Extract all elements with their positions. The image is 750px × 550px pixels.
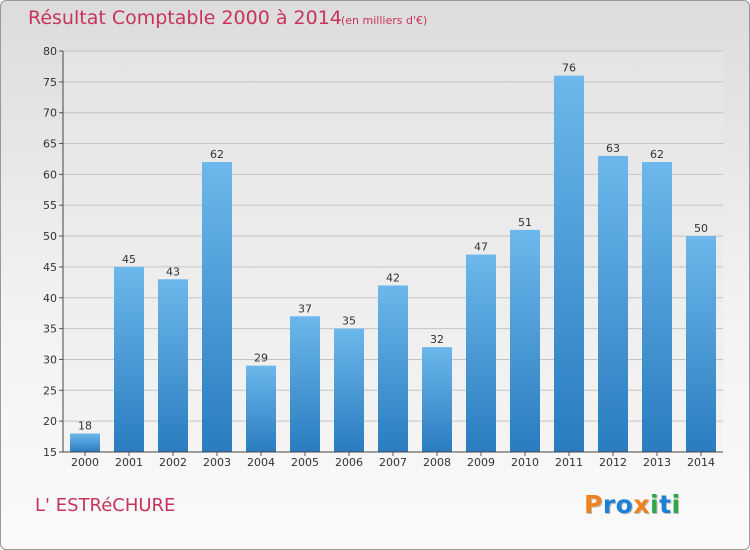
logo-letter: r	[602, 490, 616, 519]
y-tick-label: 55	[43, 199, 57, 212]
data-label: 35	[342, 315, 356, 328]
y-tick-label: 40	[43, 292, 57, 305]
bar-2006	[334, 328, 364, 452]
x-tick-label: 2000	[71, 456, 99, 469]
y-tick-label: 80	[43, 45, 57, 58]
y-tick-label: 65	[43, 138, 57, 151]
bar-2009	[466, 254, 496, 452]
data-label: 32	[430, 333, 444, 346]
x-tick-label: 2013	[643, 456, 671, 469]
bar-2010	[510, 229, 540, 452]
data-label: 42	[386, 271, 400, 284]
y-tick-label: 70	[43, 107, 57, 120]
x-tick-label: 2001	[115, 456, 143, 469]
x-tick-label: 2004	[247, 456, 275, 469]
bar-2000	[70, 433, 100, 452]
bar-2002	[158, 279, 188, 452]
y-tick-label: 15	[43, 446, 57, 459]
x-tick-label: 2014	[687, 456, 715, 469]
x-tick-label: 2010	[511, 456, 539, 469]
logo-letter: P	[584, 490, 603, 519]
y-tick-label: 20	[43, 415, 57, 428]
x-tick-label: 2012	[599, 456, 627, 469]
logo-letter: i	[650, 490, 660, 519]
y-tick-label: 50	[43, 230, 57, 243]
bar-2005	[290, 316, 320, 452]
logo-letter: o	[615, 490, 634, 519]
data-label: 62	[650, 148, 664, 161]
data-label: 76	[562, 62, 576, 75]
data-label: 45	[122, 253, 136, 266]
logo-letter: i	[671, 490, 681, 519]
bar-2004	[246, 365, 276, 452]
bars: 18 45 43 62 29 37 35 42 32 47 51 76 63 62 50	[70, 62, 716, 453]
data-label: 62	[210, 148, 224, 161]
data-label: 51	[518, 216, 532, 229]
proxiti-logo: Proxiti	[584, 490, 681, 519]
x-tick-label: 2008	[423, 456, 451, 469]
bar-2014	[686, 236, 716, 452]
data-label: 18	[78, 419, 92, 432]
logo-letter: t	[659, 490, 672, 519]
x-tick-label: 2005	[291, 456, 319, 469]
x-tick-label: 2002	[159, 456, 187, 469]
x-tick-label: 2011	[555, 456, 583, 469]
data-label: 37	[298, 302, 312, 315]
bar-2013	[642, 162, 672, 453]
chart-title: Résultat Comptable 2000 à 2014	[28, 7, 342, 29]
x-tick-label: 2007	[379, 456, 407, 469]
chart-subtitle: (en milliers d'€)	[341, 14, 428, 27]
bar-2007	[378, 285, 408, 452]
x-tick-label: 2003	[203, 456, 231, 469]
bar-2003	[202, 162, 232, 453]
logo-letter: x	[633, 490, 650, 519]
bar-2001	[114, 266, 144, 452]
data-label: 43	[166, 265, 180, 278]
commune-name: L' ESTRéCHURE	[35, 495, 176, 516]
y-tick-label: 60	[43, 168, 57, 181]
y-tick-label: 30	[43, 353, 57, 366]
axes: 15 20 25 30 35 40 45 50 55 60 65 70 75 80 2000 2001 2002…	[43, 45, 723, 469]
y-tick-label: 45	[43, 261, 57, 274]
y-tick-label: 75	[43, 76, 57, 89]
data-label: 50	[694, 222, 708, 235]
x-tick-label: 2006	[335, 456, 363, 469]
y-tick-label: 35	[43, 323, 57, 336]
y-tick-label: 25	[43, 384, 57, 397]
data-label: 63	[606, 142, 620, 155]
bar-2008	[422, 347, 452, 452]
data-label: 29	[254, 352, 268, 365]
data-label: 47	[474, 241, 488, 254]
bar-2012	[598, 155, 628, 452]
x-tick-label: 2009	[467, 456, 495, 469]
bar-2011	[554, 75, 584, 452]
